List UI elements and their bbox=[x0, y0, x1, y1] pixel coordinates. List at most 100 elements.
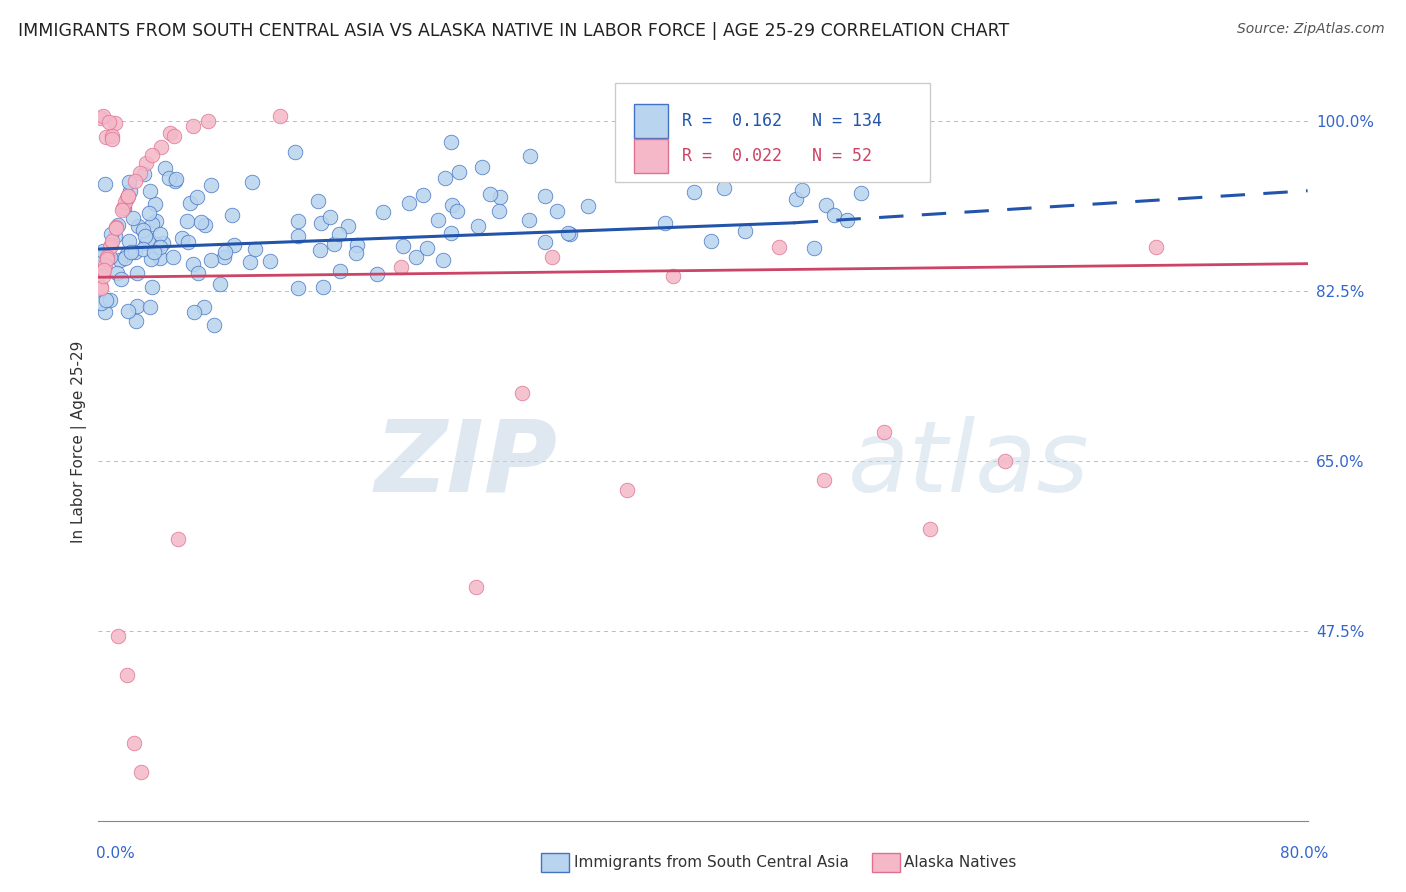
Text: Alaska Natives: Alaska Natives bbox=[904, 855, 1017, 870]
Point bbox=[91, 109, 114, 123]
Point bbox=[91, 244, 114, 258]
Point bbox=[329, 264, 352, 278]
Text: R =  0.162   N = 134: R = 0.162 N = 134 bbox=[682, 112, 883, 130]
Point bbox=[489, 190, 512, 204]
Point bbox=[132, 242, 155, 256]
Point bbox=[129, 765, 152, 780]
Point bbox=[90, 280, 112, 294]
Point bbox=[96, 252, 118, 266]
Point bbox=[141, 217, 163, 231]
Point bbox=[94, 130, 117, 145]
Point bbox=[412, 188, 434, 202]
Point bbox=[132, 167, 155, 181]
Point bbox=[135, 156, 157, 170]
Point bbox=[135, 235, 157, 250]
Point bbox=[465, 580, 488, 594]
Point bbox=[170, 231, 193, 245]
Point bbox=[176, 213, 198, 227]
Point bbox=[389, 260, 412, 274]
Text: 80.0%: 80.0% bbox=[1281, 847, 1329, 861]
Point bbox=[259, 254, 281, 268]
Point bbox=[200, 252, 222, 267]
Point bbox=[576, 199, 599, 213]
Point bbox=[96, 250, 118, 264]
Y-axis label: In Labor Force | Age 25-29: In Labor Force | Age 25-29 bbox=[72, 341, 87, 542]
Point bbox=[138, 300, 160, 314]
Point bbox=[101, 132, 124, 146]
Point bbox=[177, 235, 200, 249]
Point bbox=[124, 244, 146, 259]
Point bbox=[183, 304, 205, 318]
Point bbox=[105, 219, 128, 234]
Point bbox=[488, 204, 510, 219]
Point bbox=[309, 216, 332, 230]
Point bbox=[284, 145, 307, 159]
Point bbox=[560, 227, 582, 241]
Text: 0.0%: 0.0% bbox=[96, 847, 135, 861]
Point bbox=[517, 212, 540, 227]
Point bbox=[918, 522, 941, 536]
Point bbox=[111, 202, 134, 216]
Point bbox=[125, 314, 148, 328]
Point bbox=[287, 229, 309, 244]
Point bbox=[405, 250, 427, 264]
Point bbox=[131, 223, 153, 237]
Point bbox=[115, 668, 138, 682]
Point bbox=[114, 251, 136, 265]
Point bbox=[416, 241, 439, 255]
Point bbox=[117, 189, 139, 203]
Point bbox=[682, 186, 704, 200]
Point bbox=[152, 236, 174, 251]
Point bbox=[186, 190, 208, 204]
Point bbox=[546, 204, 568, 219]
Point bbox=[179, 195, 201, 210]
Point bbox=[100, 238, 122, 252]
Point bbox=[124, 174, 146, 188]
Point bbox=[534, 189, 557, 203]
Point bbox=[138, 206, 160, 220]
Point bbox=[90, 111, 112, 125]
Point bbox=[616, 483, 638, 497]
Point bbox=[328, 227, 350, 242]
Point bbox=[700, 234, 723, 248]
Point bbox=[309, 244, 332, 258]
Point bbox=[849, 186, 872, 201]
FancyBboxPatch shape bbox=[634, 138, 668, 173]
Point bbox=[110, 271, 132, 285]
Point bbox=[127, 299, 149, 313]
Point bbox=[222, 238, 245, 252]
Point bbox=[323, 236, 346, 251]
Point bbox=[446, 203, 468, 218]
Point bbox=[139, 184, 162, 198]
Text: Source: ZipAtlas.com: Source: ZipAtlas.com bbox=[1237, 22, 1385, 37]
Point bbox=[112, 201, 135, 215]
Point bbox=[166, 172, 188, 186]
Point bbox=[118, 176, 141, 190]
Point bbox=[557, 226, 579, 240]
Point bbox=[149, 139, 172, 153]
Point bbox=[202, 318, 225, 332]
Point bbox=[143, 197, 166, 211]
Point bbox=[149, 227, 172, 241]
Point bbox=[214, 244, 236, 259]
Point bbox=[344, 246, 367, 260]
Point bbox=[134, 228, 156, 243]
Point bbox=[371, 204, 394, 219]
Point bbox=[141, 280, 163, 294]
Point bbox=[813, 474, 835, 488]
Point bbox=[181, 120, 204, 134]
Point bbox=[346, 237, 368, 252]
Point bbox=[785, 192, 807, 206]
Point bbox=[734, 224, 756, 238]
Point bbox=[654, 216, 676, 230]
Point bbox=[93, 304, 115, 318]
Point bbox=[94, 258, 117, 272]
Point bbox=[269, 109, 291, 123]
Point bbox=[96, 293, 118, 307]
Point bbox=[790, 183, 813, 197]
Point bbox=[686, 164, 709, 178]
Point bbox=[519, 149, 541, 163]
Point bbox=[209, 277, 232, 291]
Point bbox=[307, 194, 329, 208]
Point bbox=[471, 160, 494, 174]
